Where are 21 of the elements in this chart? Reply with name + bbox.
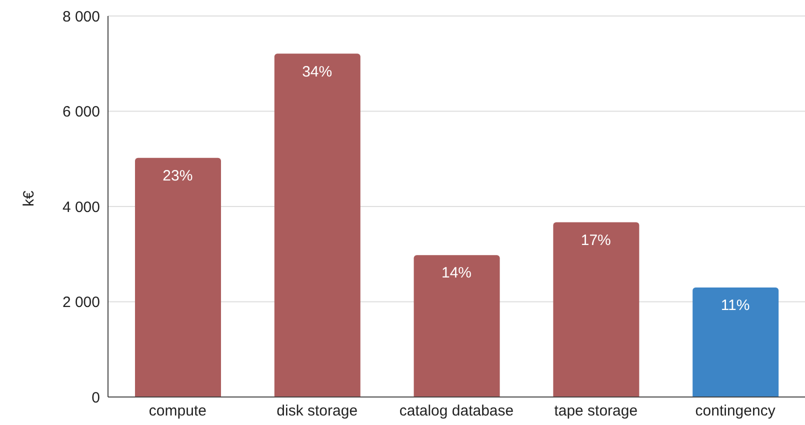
y-tick-label: 2 000 <box>62 294 100 312</box>
y-tick-label: 6 000 <box>62 104 100 121</box>
annotation: 23% <box>162 168 193 185</box>
y-tick-label: 4 000 <box>62 198 100 216</box>
x-tick-label: compute <box>148 402 206 420</box>
y-axis-title: k€ <box>20 190 38 206</box>
annotation: 14% <box>441 264 472 282</box>
y-tick-label: 0 <box>92 389 100 406</box>
annotation: 11% <box>720 297 750 314</box>
x-tick-label: disk storage <box>276 402 358 420</box>
bar <box>553 222 640 397</box>
y-tick-label: 8 000 <box>62 8 100 26</box>
x-tick-label: contingency <box>695 402 776 420</box>
bar <box>135 158 221 397</box>
bar <box>692 287 779 397</box>
x-tick-label: tape storage <box>554 402 638 420</box>
annotation: 34% <box>302 63 332 80</box>
bar <box>414 255 500 397</box>
x-tick-label: catalog database <box>399 402 514 420</box>
bar <box>274 54 360 397</box>
annotation: 17% <box>580 232 611 249</box>
